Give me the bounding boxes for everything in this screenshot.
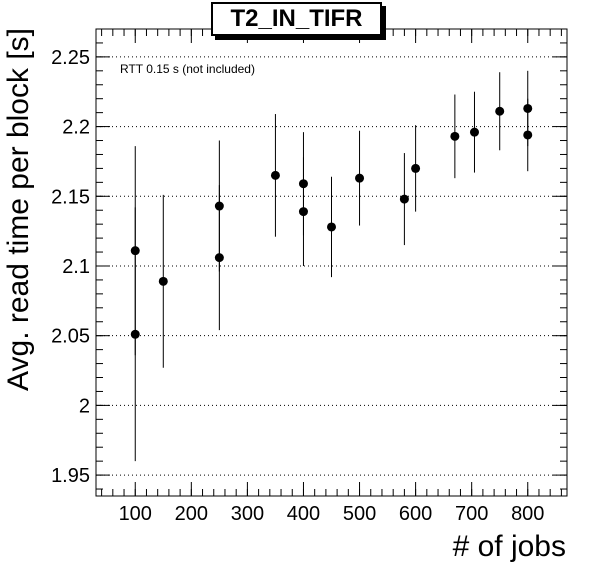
data-point (327, 222, 336, 232)
x-tick-label: 400 (287, 503, 320, 525)
data-point (450, 131, 460, 141)
x-tick-label: 300 (231, 503, 264, 525)
data-points (130, 70, 533, 462)
y-tick-label: 2.2 (62, 117, 90, 139)
data-point (158, 276, 168, 286)
data-point (355, 173, 365, 183)
data-point (270, 170, 280, 180)
chart-title: T2_IN_TIFR (211, 2, 382, 36)
data-point (523, 130, 533, 140)
data-point (214, 253, 224, 263)
y-tick-label: 1.95 (51, 465, 90, 487)
y-tick-label: 2.15 (51, 186, 90, 208)
x-tick-label: 600 (399, 503, 432, 525)
x-tick-label: 800 (511, 503, 544, 525)
x-tick-label: 100 (119, 503, 152, 525)
data-point (399, 194, 409, 204)
y-tick-label: 2.1 (62, 256, 90, 278)
x-tick-label: 500 (343, 503, 376, 525)
data-point (469, 127, 479, 137)
x-tick-label: 700 (455, 503, 488, 525)
y-tick-label: 2.25 (51, 47, 90, 69)
grid-lines (96, 56, 567, 476)
x-axis-label: # of jobs (453, 530, 566, 563)
x-tick-label: 200 (175, 503, 208, 525)
data-point (298, 207, 308, 217)
data-point (495, 106, 505, 116)
y-tick-label: 2.05 (51, 326, 90, 348)
y-axis-label: Avg. read time per block [s] (2, 28, 35, 391)
data-point (130, 329, 140, 339)
chart-title-text: T2_IN_TIFR (230, 5, 363, 32)
tick-labels: 1.95 2 2.05 2.1 2.15 2.2 2.25 100 200 300 400 500 60… (51, 47, 544, 525)
rtt-annotation: RTT 0.15 s (not included) (120, 62, 255, 76)
y-tick-label: 2 (79, 395, 90, 417)
data-point (411, 163, 421, 173)
